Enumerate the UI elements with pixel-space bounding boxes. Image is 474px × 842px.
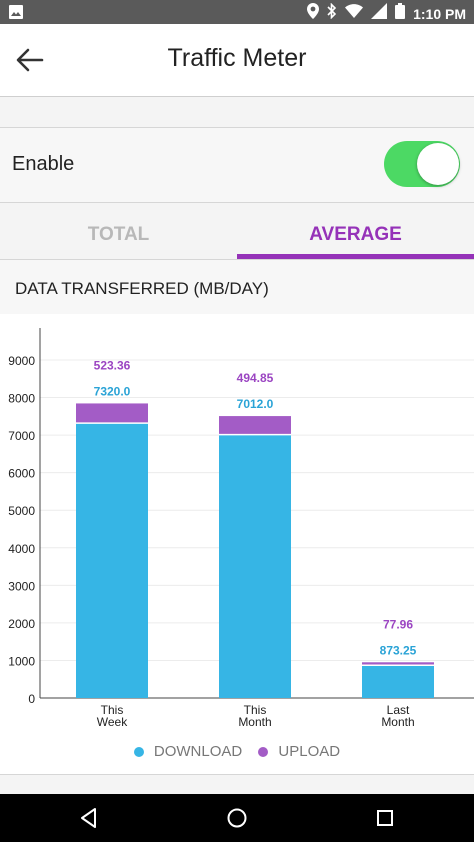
x-tick-label: Month [381,715,414,729]
y-tick-label: 0 [28,692,35,706]
back-button[interactable] [14,46,46,74]
y-tick-label: 7000 [8,429,35,443]
bottom-strip [0,774,474,795]
signal-icon [371,3,388,24]
data-label-upload: 77.96 [383,617,413,631]
legend-download-label: DOWNLOAD [153,743,243,760]
nav-back-icon [81,808,96,828]
status-bar: 1:10 PM [0,0,474,24]
y-tick-label: 6000 [8,467,35,481]
tab-average[interactable]: AVERAGE [309,224,402,245]
enable-toggle[interactable] [384,140,462,188]
toggle-knob [417,143,459,185]
system-nav-bar [0,794,474,842]
y-tick-label: 8000 [8,392,35,406]
bar-upload [362,662,434,666]
battery-icon [395,3,406,24]
section-header: DATA TRANSFERRED (MB/DAY) [0,259,474,315]
gallery-notification-icon [8,4,24,25]
legend-upload-label: UPLOAD [278,743,341,760]
nav-home-button[interactable] [225,806,249,830]
y-tick-label: 4000 [8,542,35,556]
tab-bar: TOTAL AVERAGE [0,203,474,259]
chart-legend: DOWNLOAD UPLOAD [0,743,474,761]
location-icon [307,3,320,24]
enable-row: Enable [0,128,474,203]
section-title: DATA TRANSFERRED (MB/DAY) [15,279,269,298]
bar-chart: 0 1000 2000 3000 4000 5000 6000 7000 8000 9000 732… [8,328,474,729]
spacer-band [0,97,474,128]
bar-upload [76,403,148,424]
y-tick-label: 3000 [8,579,35,593]
y-tick-label: 2000 [8,617,35,631]
page-title: Traffic Meter [167,44,307,72]
data-label-upload: 494.85 [237,371,274,385]
data-label-download: 7012.0 [237,397,274,411]
y-tick-label: 1000 [8,654,35,668]
legend-download-dot [133,746,144,757]
bluetooth-icon [327,2,337,24]
enable-label: Enable [12,153,75,175]
legend-download: DOWNLOAD [133,743,243,760]
bar-download [76,423,148,698]
nav-home-icon [227,808,247,828]
status-time: 1:10 PM [413,5,466,22]
nav-recents-icon [377,810,393,826]
app-bar: Traffic Meter [0,24,474,97]
nav-recents-button[interactable] [373,806,397,830]
x-tick-label: This [244,703,267,717]
wifi-icon [345,4,364,23]
bar-download [219,434,291,698]
x-tick-label: Week [97,715,128,729]
data-label-download: 7320.0 [94,384,131,398]
y-tick-label: 5000 [8,504,35,518]
x-tick-label: Month [238,715,271,729]
tab-total[interactable]: TOTAL [87,224,150,245]
bar-upload [219,416,291,435]
x-tick-label: Last [387,703,410,717]
nav-back-button[interactable] [77,806,101,830]
data-label-download: 873.25 [380,643,417,657]
back-arrow-icon [16,48,44,72]
chart-area: 0 1000 2000 3000 4000 5000 6000 7000 8000 9000 732… [0,314,474,774]
tab-indicator [237,254,474,259]
bar-download [362,665,434,698]
legend-upload-dot [258,746,269,757]
data-label-upload: 523.36 [94,358,131,372]
y-tick-label: 9000 [8,354,35,368]
legend-upload: UPLOAD [258,743,340,760]
x-tick-label: This [101,703,124,717]
